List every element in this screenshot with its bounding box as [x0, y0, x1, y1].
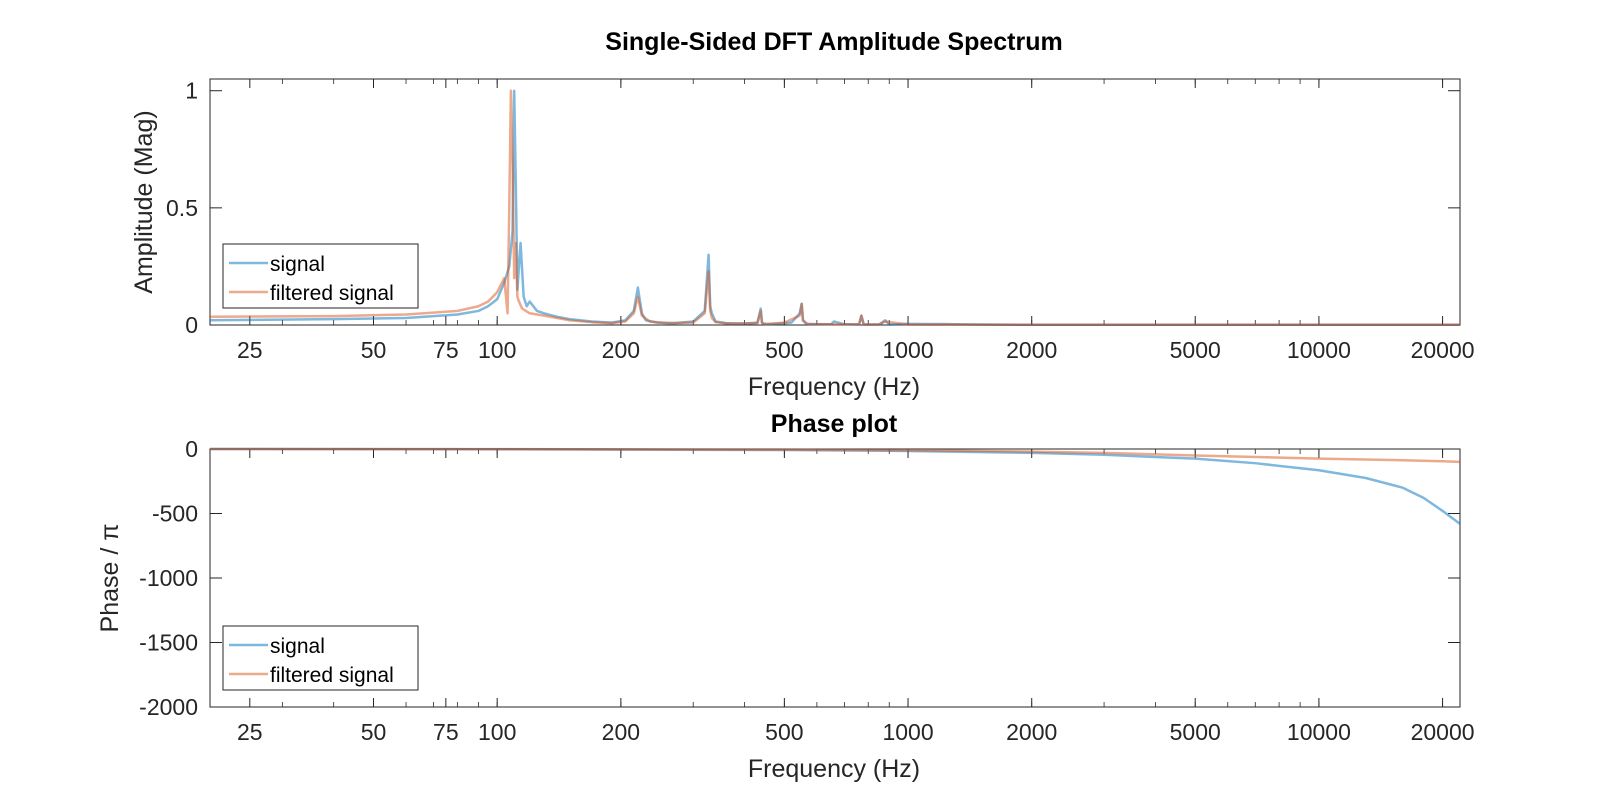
y-tick-label: 0 — [185, 312, 198, 338]
x-tick-label: 2000 — [1006, 337, 1057, 363]
x-tick-label: 500 — [765, 719, 803, 745]
x-tick-label: 25 — [237, 337, 263, 363]
x-tick-label: 1000 — [882, 719, 933, 745]
x-tick-label: 5000 — [1170, 719, 1221, 745]
legend: signal filtered signal — [222, 625, 419, 691]
x-tick-label: 20000 — [1411, 719, 1475, 745]
x-tick-label: 50 — [361, 337, 387, 363]
x-tick-label: 1000 — [882, 337, 933, 363]
y-tick-label: 1 — [185, 78, 198, 104]
axis-ticks: 25 50 75 100 200 500 1000 2000 5000 10000 20000 0 0.… — [166, 78, 1475, 363]
chart-title: Phase plot — [771, 410, 898, 438]
y-axis-label: Phase / π — [96, 524, 124, 633]
x-tick-label: 20000 — [1411, 337, 1475, 363]
x-tick-label: 2000 — [1006, 719, 1057, 745]
chart-title: Single-Sided DFT Amplitude Spectrum — [605, 28, 1062, 56]
legend-label-filtered-signal: filtered signal — [270, 282, 394, 305]
legend-label-signal: signal — [270, 253, 325, 276]
series-lines — [209, 447, 1461, 525]
x-tick-label: 75 — [433, 719, 459, 745]
y-tick-label: -500 — [152, 501, 198, 527]
legend-box — [222, 243, 419, 309]
legend: signal filtered signal — [222, 243, 419, 309]
legend-label-filtered-signal: filtered signal — [270, 664, 394, 687]
legend-label-signal: signal — [270, 635, 325, 658]
y-tick-label: -2000 — [139, 694, 198, 720]
x-tick-label: 75 — [433, 337, 459, 363]
x-tick-label: 50 — [361, 719, 387, 745]
phase-chart: Phase plot 25 50 75 100 200 500 1000 2000 5000 10… — [96, 410, 1475, 783]
x-tick-label: 5000 — [1170, 337, 1221, 363]
y-tick-label: -1500 — [139, 630, 198, 656]
x-axis-label: Frequency (Hz) — [748, 373, 920, 401]
x-tick-label: 200 — [602, 337, 640, 363]
legend-box — [222, 625, 419, 691]
x-axis-label: Frequency (Hz) — [748, 755, 920, 783]
series-line-filtered-signal — [209, 447, 1461, 464]
y-tick-label: 0 — [185, 436, 198, 462]
series-lines — [209, 89, 1460, 327]
y-axis-label: Amplitude (Mag) — [130, 110, 158, 293]
y-tick-label: 0.5 — [166, 195, 198, 221]
x-tick-label: 500 — [765, 337, 803, 363]
y-tick-label: -1000 — [139, 565, 198, 591]
series-line-filtered-signal — [209, 89, 1460, 327]
x-tick-label: 10000 — [1287, 719, 1351, 745]
x-tick-label: 25 — [237, 719, 263, 745]
x-tick-label: 200 — [602, 719, 640, 745]
x-tick-label: 100 — [478, 719, 516, 745]
amplitude-chart: Single-Sided DFT Amplitude Spectrum 25 50… — [130, 28, 1475, 401]
x-tick-label: 10000 — [1287, 337, 1351, 363]
x-tick-label: 100 — [478, 337, 516, 363]
